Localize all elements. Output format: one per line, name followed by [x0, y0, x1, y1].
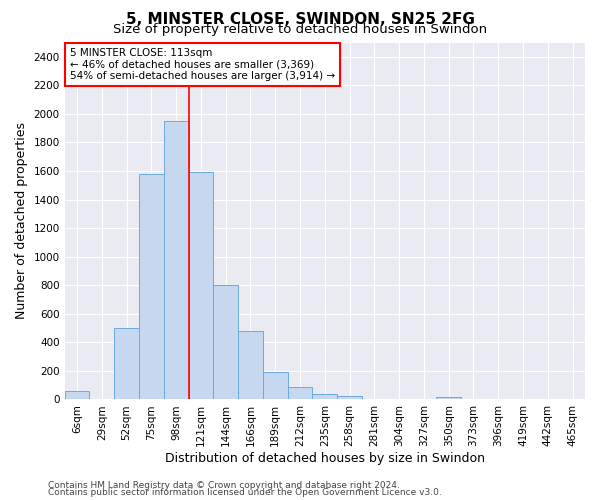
Bar — [337, 396, 362, 400]
Bar — [287, 386, 313, 400]
Bar — [139, 174, 164, 400]
Bar — [313, 394, 337, 400]
Bar — [114, 328, 139, 400]
Text: Contains public sector information licensed under the Open Government Licence v3: Contains public sector information licen… — [48, 488, 442, 497]
Text: Contains HM Land Registry data © Crown copyright and database right 2024.: Contains HM Land Registry data © Crown c… — [48, 480, 400, 490]
Y-axis label: Number of detached properties: Number of detached properties — [15, 122, 28, 320]
Bar — [65, 391, 89, 400]
Bar — [238, 331, 263, 400]
Text: 5, MINSTER CLOSE, SWINDON, SN25 2FG: 5, MINSTER CLOSE, SWINDON, SN25 2FG — [125, 12, 475, 28]
X-axis label: Distribution of detached houses by size in Swindon: Distribution of detached houses by size … — [165, 452, 485, 465]
Bar — [188, 172, 214, 400]
Bar — [263, 372, 287, 400]
Text: Size of property relative to detached houses in Swindon: Size of property relative to detached ho… — [113, 22, 487, 36]
Text: 5 MINSTER CLOSE: 113sqm
← 46% of detached houses are smaller (3,369)
54% of semi: 5 MINSTER CLOSE: 113sqm ← 46% of detache… — [70, 48, 335, 81]
Bar — [164, 121, 188, 400]
Bar — [436, 396, 461, 400]
Bar — [214, 285, 238, 400]
